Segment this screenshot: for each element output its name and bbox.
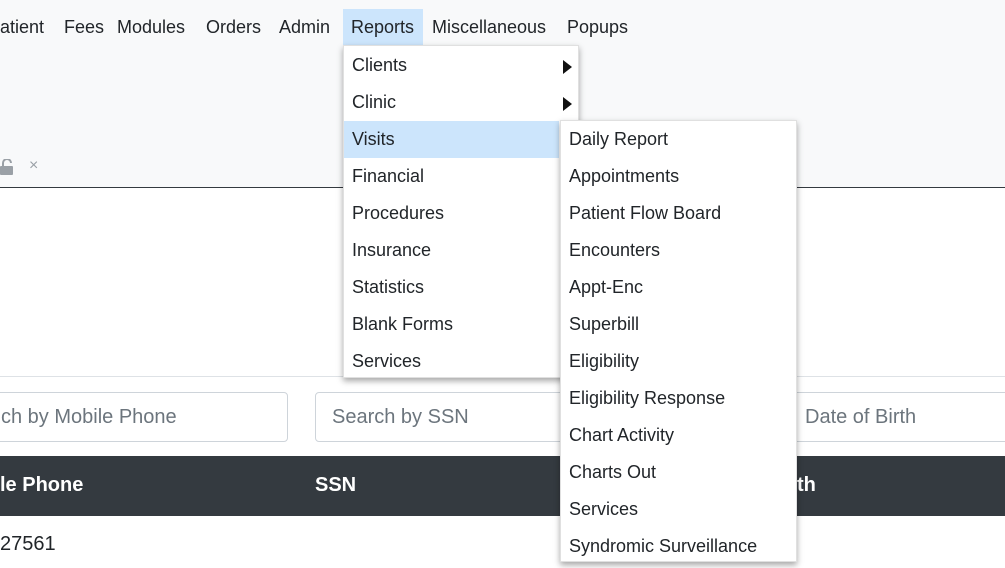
nav-orders[interactable]: Orders	[206, 17, 262, 37]
menu-item-procedures[interactable]: Procedures	[352, 203, 445, 223]
nav-reports[interactable]: Reports	[343, 9, 423, 45]
menu-item-label: Clinic	[352, 92, 397, 112]
nav-modules[interactable]: Modules	[117, 17, 186, 37]
submenu-item-services[interactable]: Services	[569, 499, 639, 519]
nav-patient[interactable]: atient	[0, 17, 45, 37]
menu-item-clinic[interactable]: Clinic	[344, 84, 578, 121]
table-header: le Phone SSN th	[0, 456, 1005, 516]
submenu-item-chart-activity[interactable]: Chart Activity	[569, 425, 675, 445]
menu-item-insurance[interactable]: Insurance	[352, 240, 432, 260]
menu-item-visits[interactable]: Visits	[344, 121, 559, 158]
header-mobile-phone[interactable]: le Phone	[0, 474, 84, 496]
submenu-item-eligibility[interactable]: Eligibility	[569, 351, 640, 371]
submenu-item-daily-report[interactable]: Daily Report	[569, 129, 669, 149]
menu-item-statistics[interactable]: Statistics	[352, 277, 425, 297]
menu-item-blank-forms[interactable]: Blank Forms	[352, 314, 454, 334]
unlock-icon[interactable]	[0, 159, 14, 175]
close-icon[interactable]: ×	[29, 157, 39, 174]
menu-item-financial[interactable]: Financial	[352, 166, 425, 186]
submenu-item-encounters[interactable]: Encounters	[569, 240, 661, 260]
search-mobile-phone-input[interactable]: ch by Mobile Phone	[0, 392, 288, 442]
submenu-item-superbill[interactable]: Superbill	[569, 314, 640, 334]
reports-dropdown: Clients Clinic Visits Financial Procedur…	[343, 45, 579, 378]
submenu-item-syndromic-surveillance[interactable]: Syndromic Surveillance	[569, 536, 758, 556]
submenu-item-charts-out[interactable]: Charts Out	[569, 462, 657, 482]
visits-submenu: Daily Report Appointments Patient Flow B…	[560, 120, 797, 562]
table-cell-mobile-phone: 27561	[0, 533, 56, 555]
header-ssn[interactable]: SSN	[315, 474, 357, 496]
nav-miscellaneous[interactable]: Miscellaneous	[432, 17, 547, 37]
submenu-item-eligibility-response[interactable]: Eligibility Response	[569, 388, 726, 408]
nav-admin[interactable]: Admin	[279, 17, 331, 37]
caret-right-icon	[563, 60, 572, 74]
submenu-item-appointments[interactable]: Appointments	[569, 166, 680, 186]
menu-item-label: Clients	[352, 55, 408, 75]
caret-right-icon	[563, 97, 572, 111]
nav-popups[interactable]: Popups	[567, 17, 629, 37]
nav-fees[interactable]: Fees	[64, 17, 105, 37]
header-dob[interactable]: th	[797, 474, 816, 496]
menu-item-clients[interactable]: Clients	[344, 47, 578, 84]
submenu-item-patient-flow-board[interactable]: Patient Flow Board	[569, 203, 722, 223]
search-ssn-input[interactable]: Search by SSN	[315, 392, 585, 442]
menu-item-services[interactable]: Services	[352, 351, 422, 371]
submenu-item-appt-enc[interactable]: Appt-Enc	[569, 277, 644, 297]
